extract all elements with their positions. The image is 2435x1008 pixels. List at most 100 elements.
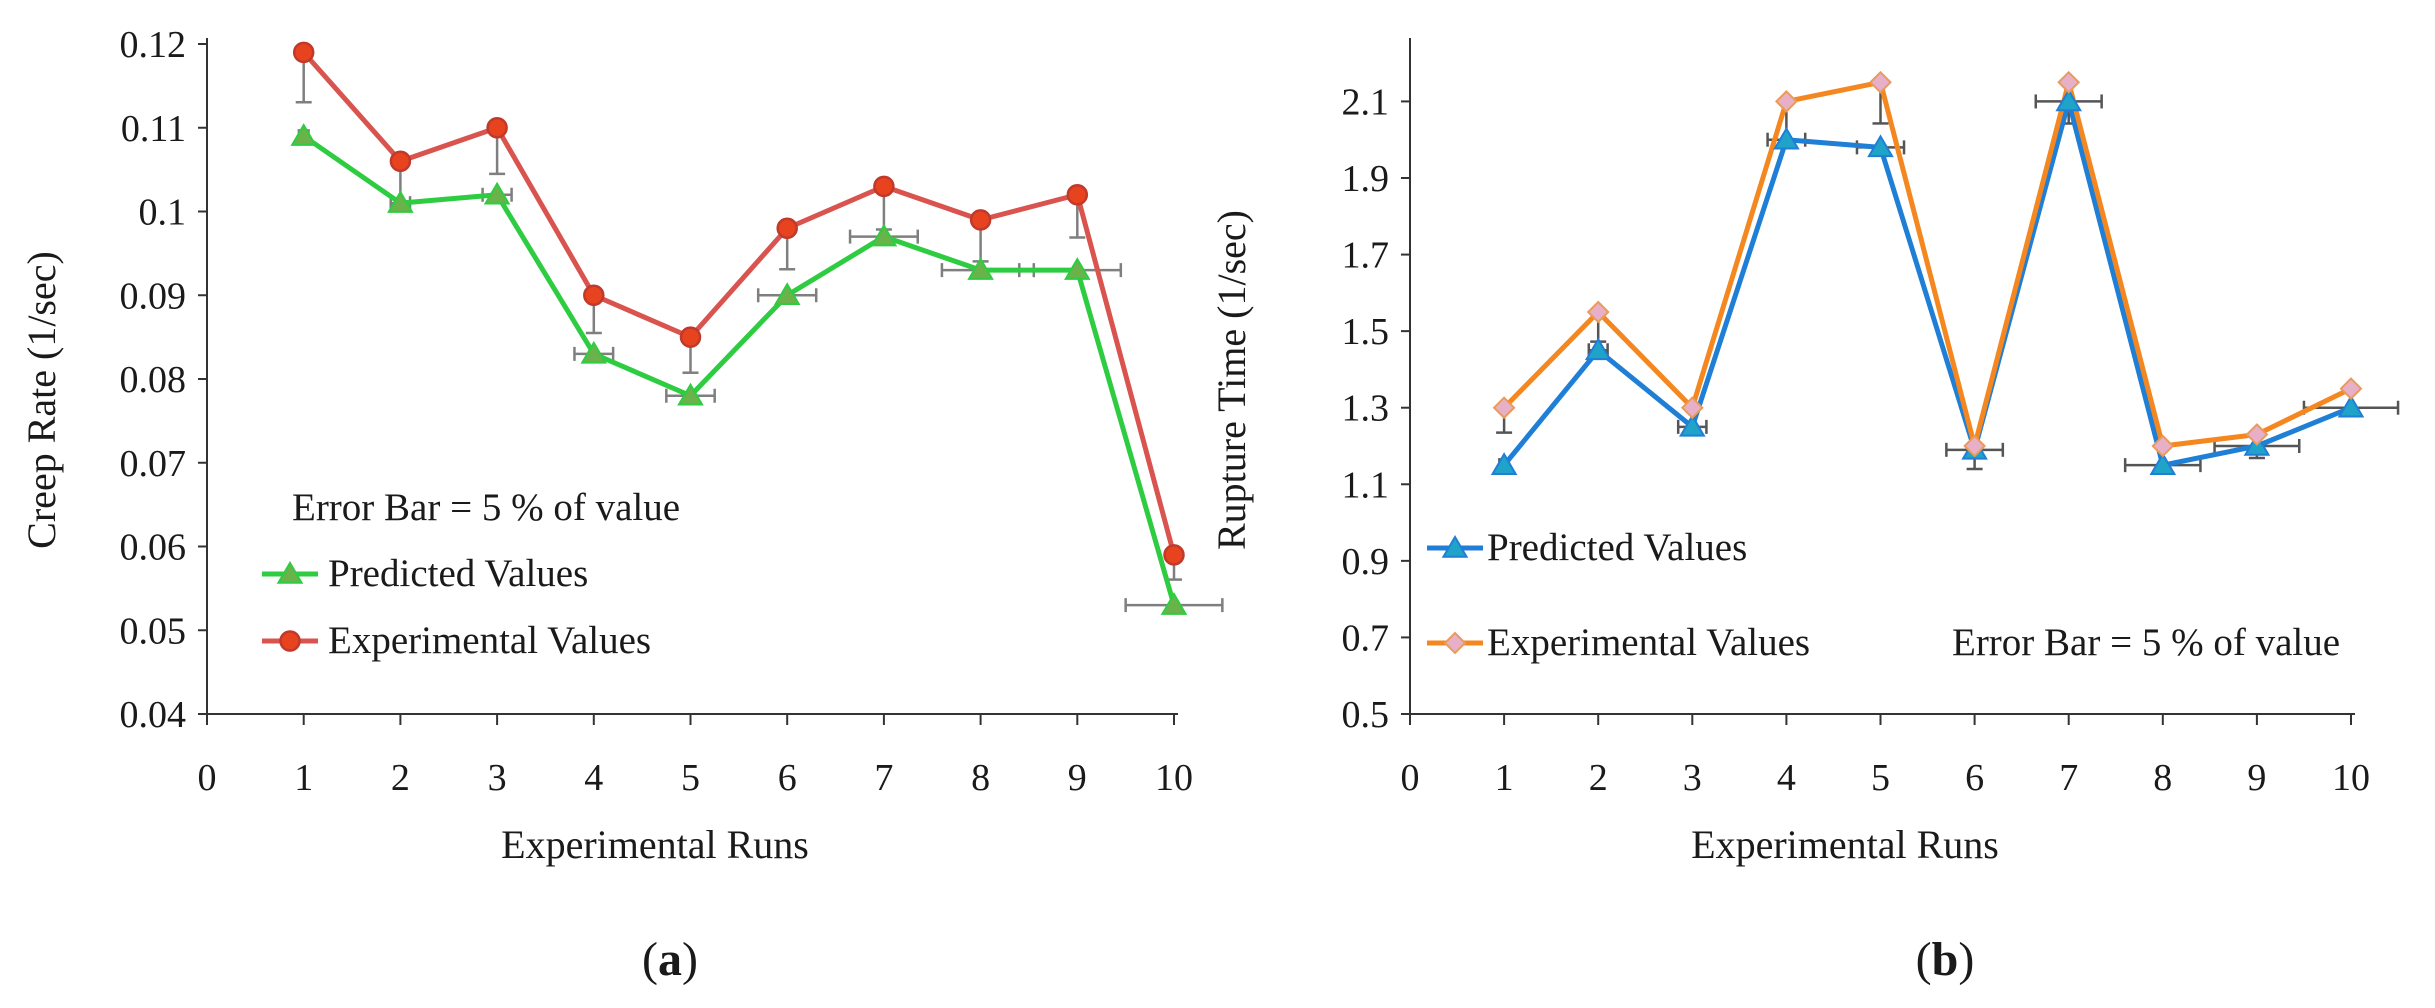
series-line-experimental: [1502, 79, 2353, 449]
x-tick-label: 2: [1589, 757, 1608, 799]
y-tick-label: 1.3: [1342, 388, 1390, 430]
data-point-experimental: [776, 217, 798, 239]
y-tick-label: 1.5: [1342, 311, 1390, 353]
y-tick-label: 1.9: [1342, 158, 1390, 200]
y-tick-label: 0.5: [1342, 694, 1390, 736]
x-axis-title: Experimental Runs: [501, 822, 809, 867]
x-tick-label: 4: [1777, 757, 1796, 799]
data-point-predicted: [2055, 88, 2082, 112]
y-tick-label: 0.05: [120, 610, 187, 652]
x-tick-label: 5: [681, 757, 700, 799]
legend-swatch-marker: [1443, 631, 1467, 655]
data-point-experimental: [1066, 184, 1089, 206]
x-tick-label: 0: [198, 757, 217, 799]
x-tick-label: 3: [488, 757, 507, 799]
chart-a: 0.04 0.05 0.06 0.07 0.08 0.09 0.1 0.11 0.12 0 1 2 3 4…: [19, 24, 1224, 986]
y-axis-title: Rupture Time (1/sec): [1209, 210, 1254, 550]
y-tick-label: 1.7: [1342, 235, 1390, 277]
y-tick-label: 0.08: [120, 359, 187, 401]
y-tick-label: 0.7: [1342, 617, 1390, 659]
data-point-predicted: [2149, 452, 2177, 475]
data-point-predicted: [2337, 394, 2365, 418]
data-point-predicted: [677, 382, 704, 406]
y-tick-label: 0.07: [120, 443, 187, 485]
legend-swatch-marker: [276, 561, 304, 584]
y-tick-label: 2.1: [1342, 81, 1390, 123]
x-tick-label: 0: [1401, 757, 1420, 799]
series-line-experimental: [301, 50, 1177, 556]
series-line-predicted: [302, 134, 1177, 606]
data-point-experimental: [2339, 377, 2363, 400]
error-bar-note: Error Bar = 5 % of value: [292, 486, 680, 529]
data-point-experimental: [583, 284, 605, 306]
panel-label: (b): [1916, 933, 1975, 986]
x-tick-label: 3: [1683, 757, 1702, 799]
data-point-predicted: [1064, 257, 1091, 280]
x-tick-label: 9: [2247, 757, 2266, 799]
y-tick-label: 1.1: [1342, 464, 1390, 506]
data-point-predicted: [387, 190, 414, 213]
chart-b: 0.5 0.7 0.9 1.1 1.3 1.5 1.7 1.9 2.1 0 1 2 3 4 5 6 7 8 9 10 E…: [1209, 38, 2400, 986]
data-point-experimental: [2151, 434, 2175, 458]
y-tick-label: 0.12: [120, 24, 187, 66]
y-tick-label: 0.11: [121, 108, 186, 150]
data-point-predicted: [580, 340, 608, 364]
data-point-experimental: [873, 175, 895, 198]
legend-label: Experimental Values: [328, 619, 651, 662]
data-point-experimental: [1869, 70, 1892, 94]
legend-label: Predicted Values: [328, 552, 588, 595]
data-point-experimental: [1586, 300, 1610, 324]
y-axis-title: Creep Rate (1/sec): [19, 251, 64, 549]
x-tick-label: 6: [1965, 757, 1984, 799]
data-point-experimental: [1492, 396, 1516, 420]
data-point-predicted: [1867, 134, 1894, 158]
series-line-predicted: [1502, 98, 2352, 468]
x-tick-label: 10: [1155, 757, 1193, 799]
x-tick-label: 8: [971, 757, 990, 799]
y-tick-label: 0.04: [120, 694, 187, 736]
legend-label: Experimental Values: [1487, 621, 1810, 664]
data-point-predicted: [1773, 126, 1800, 150]
error-bar-note: Error Bar = 5 % of value: [1952, 621, 2340, 664]
data-point-predicted: [1490, 452, 1518, 475]
data-point-experimental: [969, 209, 992, 231]
data-point-experimental: [2245, 423, 2269, 446]
x-tick-label: 9: [1068, 757, 1087, 799]
x-tick-label: 8: [2153, 757, 2172, 799]
x-tick-label: 5: [1871, 757, 1890, 799]
data-point-experimental: [1963, 434, 1987, 458]
legend-swatch-marker: [279, 630, 301, 652]
data-point-experimental: [2057, 70, 2081, 94]
data-point-predicted: [773, 282, 801, 306]
legend-label: Predicted Values: [1487, 526, 1747, 569]
y-tick-label: 0.1: [139, 192, 187, 234]
x-tick-label: 6: [778, 757, 797, 799]
y-tick-label: 0.09: [120, 275, 187, 317]
x-tick-label: 10: [2332, 757, 2370, 799]
x-tick-label: 7: [2059, 757, 2078, 799]
data-point-experimental: [1680, 396, 1704, 420]
data-point-experimental: [679, 326, 702, 348]
legend-swatch-marker: [1441, 535, 1469, 558]
data-point-predicted: [290, 123, 317, 146]
data-point-experimental: [292, 41, 315, 64]
data-point-experimental: [389, 150, 412, 172]
y-tick-label: 0.9: [1342, 541, 1390, 583]
data-point-predicted: [870, 223, 898, 247]
data-point-predicted: [1584, 337, 1612, 361]
panel-label: (a): [642, 933, 698, 986]
x-tick-label: 7: [874, 757, 893, 799]
data-point-predicted: [1160, 592, 1188, 615]
x-tick-label: 1: [294, 757, 313, 799]
data-point-experimental: [1774, 90, 1798, 113]
data-point-experimental: [486, 117, 508, 139]
y-tick-label: 0.06: [120, 527, 187, 569]
x-tick-label: 4: [584, 757, 603, 799]
data-point-predicted: [483, 181, 511, 205]
data-point-predicted: [1679, 413, 1706, 437]
x-tick-label: 2: [391, 757, 410, 799]
x-axis-title: Experimental Runs: [1691, 822, 1999, 867]
data-point-predicted: [967, 257, 994, 280]
x-tick-label: 1: [1495, 757, 1514, 799]
